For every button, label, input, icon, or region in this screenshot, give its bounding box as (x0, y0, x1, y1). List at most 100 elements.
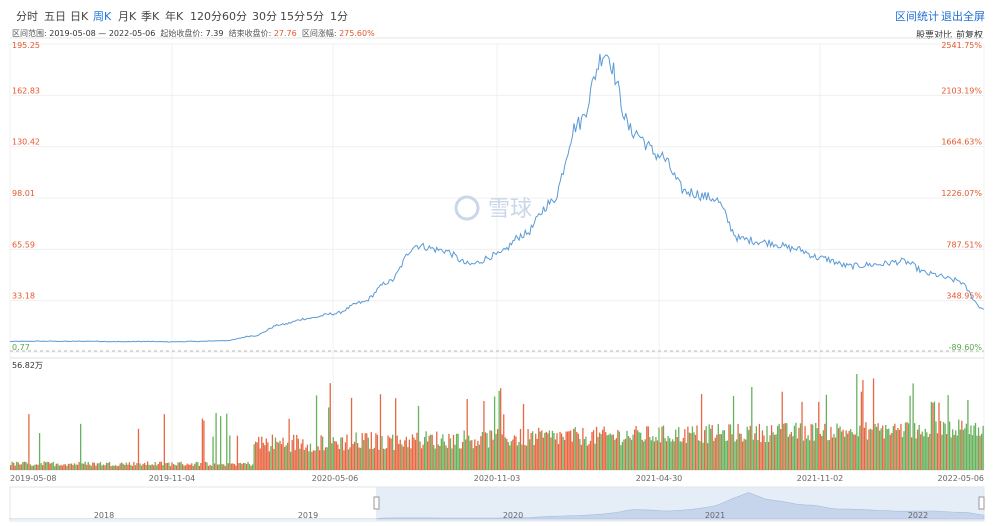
volume-bar (282, 437, 284, 470)
volume-bar (685, 442, 687, 470)
volume-bar (802, 440, 805, 470)
volume-bar (186, 463, 188, 470)
volume-bar (253, 444, 255, 470)
period-tab[interactable]: 五日 (44, 10, 66, 23)
volume-bar (952, 429, 954, 470)
volume-bar (153, 465, 155, 470)
volume-bar (755, 426, 758, 470)
volume-bar (974, 423, 977, 470)
volume-bar (650, 440, 652, 470)
volume-bar (29, 464, 32, 470)
stock-compare-button[interactable]: 股票对比 (916, 31, 953, 41)
volume-bar (486, 433, 488, 470)
volume-bar (684, 429, 686, 470)
volume-bar (375, 433, 377, 470)
volume-bar (825, 394, 828, 470)
volume-bar (63, 464, 65, 470)
volume-bar (405, 436, 407, 470)
y-axis-label-left: 65.59 (12, 240, 35, 249)
volume-bar (111, 465, 114, 470)
volume-bar (87, 461, 89, 470)
volume-bar (148, 464, 150, 470)
volume-bar (525, 445, 528, 470)
volume-bar (458, 448, 461, 470)
volume-bar (159, 461, 161, 470)
volume-bar (448, 433, 450, 470)
period-tab[interactable]: 5分 (306, 10, 324, 23)
y-axis-label-left: 33.18 (12, 292, 35, 301)
volume-bar (306, 444, 309, 470)
volume-bar (643, 441, 645, 470)
volume-bar (582, 427, 584, 470)
period-tab[interactable]: 日K (70, 10, 89, 23)
volume-bar (171, 462, 173, 470)
volume-bar (621, 441, 624, 470)
volume-bar (795, 422, 797, 470)
period-tab[interactable]: 分时 (16, 10, 38, 23)
exit-fullscreen-button[interactable]: 退出全屏 (941, 10, 985, 23)
volume-bar (792, 436, 794, 470)
volume-bar (577, 433, 579, 470)
volume-bar (221, 464, 223, 470)
volume-bar (664, 438, 666, 470)
period-tab[interactable]: 15分 (280, 10, 305, 23)
volume-bar (723, 430, 726, 470)
volume-bar (909, 395, 911, 470)
volume-bar (722, 430, 724, 470)
volume-bar (335, 441, 337, 470)
volume-bar (917, 429, 919, 470)
period-tab[interactable]: 120分 (190, 10, 222, 23)
period-tab[interactable]: 年K (165, 10, 184, 23)
period-tab[interactable]: 30分 (252, 10, 277, 23)
volume-bar (290, 451, 292, 470)
volume-bar (571, 441, 573, 470)
volume-bar (857, 436, 859, 470)
navigator-right-handle[interactable] (978, 496, 985, 510)
volume-bar (250, 465, 252, 470)
volume-bar (116, 466, 118, 470)
volume-bar (563, 439, 566, 470)
volume-bar (853, 434, 855, 470)
volume-bar (527, 429, 529, 470)
volume-bar (510, 441, 512, 470)
period-tab[interactable]: 60分 (222, 10, 247, 23)
volume-bar (218, 464, 220, 470)
range-stats-button[interactable]: 区间统计 (895, 10, 939, 23)
volume-bar (530, 433, 532, 470)
volume-bar (465, 439, 467, 470)
volume-bar (468, 435, 470, 470)
volume-bar (786, 423, 788, 470)
volume-bar (303, 450, 306, 470)
period-tab[interactable]: 季K (141, 10, 160, 23)
volume-bar (323, 450, 325, 470)
volume-bar (408, 439, 411, 470)
volume-bar (848, 430, 850, 470)
volume-bar (239, 462, 242, 470)
volume-bar (86, 464, 88, 470)
volume-bar (580, 444, 582, 470)
volume-bar (851, 432, 853, 470)
volume-bar (598, 432, 601, 470)
volume-bar (869, 428, 872, 470)
navigator-left-handle[interactable] (373, 496, 380, 510)
period-tab[interactable]: 月K (118, 10, 137, 23)
volume-bar (146, 461, 149, 470)
volume-bar (328, 407, 330, 470)
volume-bar (895, 430, 898, 470)
x-axis-label: 2019-05-08 (10, 474, 57, 483)
y-axis-label-right: 348.95% (946, 292, 982, 301)
volume-bar (512, 439, 514, 470)
volume-bar (638, 432, 640, 470)
volume-bar (232, 463, 234, 470)
volume-bar (395, 398, 397, 470)
volume-bar (390, 438, 392, 470)
period-tab[interactable]: 1分 (330, 10, 348, 23)
volume-bar (965, 423, 968, 470)
adjust-mode-button[interactable]: 前复权 (956, 31, 984, 41)
volume-bar (119, 463, 121, 470)
volume-bar (740, 434, 742, 470)
volume-bar (885, 425, 887, 470)
period-tab[interactable]: 周K (93, 10, 112, 23)
volume-bar (104, 465, 106, 470)
